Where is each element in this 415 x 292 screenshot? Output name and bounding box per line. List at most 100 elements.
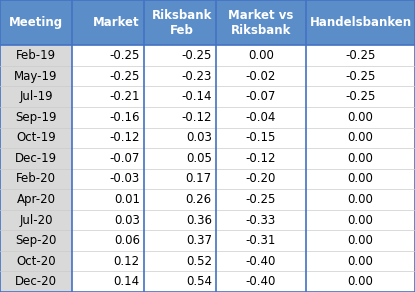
Bar	[216, 66, 306, 86]
Text: -0.07: -0.07	[110, 152, 140, 165]
Bar	[144, 230, 216, 251]
Text: -0.04: -0.04	[246, 111, 276, 124]
Bar	[0, 169, 72, 189]
Bar	[72, 169, 144, 189]
Text: 0.36: 0.36	[186, 213, 212, 227]
Bar	[72, 128, 144, 148]
Bar	[216, 107, 306, 128]
Text: 0.00: 0.00	[348, 275, 374, 288]
Text: 0.00: 0.00	[348, 111, 374, 124]
Bar	[306, 251, 415, 272]
Bar	[144, 189, 216, 210]
Text: 0.06: 0.06	[114, 234, 140, 247]
Bar	[144, 66, 216, 86]
Text: -0.25: -0.25	[345, 49, 376, 62]
Bar	[306, 148, 415, 169]
Bar	[306, 230, 415, 251]
Bar	[144, 251, 216, 272]
Text: 0.00: 0.00	[348, 213, 374, 227]
Text: Feb-19: Feb-19	[16, 49, 56, 62]
Bar	[216, 230, 306, 251]
Text: -0.31: -0.31	[246, 234, 276, 247]
Text: -0.16: -0.16	[109, 111, 140, 124]
Text: Meeting: Meeting	[9, 16, 63, 29]
Text: Handelsbanken: Handelsbanken	[310, 16, 412, 29]
Bar	[144, 0, 216, 45]
Text: Riksbank
Feb: Riksbank Feb	[151, 9, 212, 36]
Bar	[216, 128, 306, 148]
Bar	[0, 107, 72, 128]
Text: 0.12: 0.12	[114, 255, 140, 268]
Text: 0.37: 0.37	[186, 234, 212, 247]
Bar	[72, 45, 144, 66]
Bar	[306, 272, 415, 292]
Text: 0.00: 0.00	[348, 234, 374, 247]
Bar	[0, 0, 72, 45]
Text: Market vs
Riksbank: Market vs Riksbank	[228, 9, 294, 36]
Bar	[216, 45, 306, 66]
Bar	[216, 189, 306, 210]
Text: 0.03: 0.03	[114, 213, 140, 227]
Text: -0.25: -0.25	[110, 49, 140, 62]
Bar	[306, 66, 415, 86]
Bar	[72, 0, 144, 45]
Text: 0.17: 0.17	[186, 172, 212, 185]
Bar	[306, 86, 415, 107]
Bar	[72, 251, 144, 272]
Bar	[306, 45, 415, 66]
Text: -0.12: -0.12	[181, 111, 212, 124]
Bar	[0, 189, 72, 210]
Text: -0.21: -0.21	[109, 90, 140, 103]
Text: -0.33: -0.33	[246, 213, 276, 227]
Text: -0.02: -0.02	[246, 69, 276, 83]
Text: 0.03: 0.03	[186, 131, 212, 144]
Bar	[0, 45, 72, 66]
Text: -0.25: -0.25	[110, 69, 140, 83]
Bar	[144, 107, 216, 128]
Text: 0.00: 0.00	[348, 172, 374, 185]
Bar	[0, 86, 72, 107]
Text: 0.05: 0.05	[186, 152, 212, 165]
Bar	[306, 107, 415, 128]
Bar	[72, 148, 144, 169]
Text: Jul-20: Jul-20	[19, 213, 53, 227]
Bar	[306, 189, 415, 210]
Bar	[72, 230, 144, 251]
Text: Dec-20: Dec-20	[15, 275, 57, 288]
Bar	[0, 251, 72, 272]
Text: 0.26: 0.26	[186, 193, 212, 206]
Text: 0.01: 0.01	[114, 193, 140, 206]
Text: -0.40: -0.40	[246, 255, 276, 268]
Bar	[306, 128, 415, 148]
Bar	[216, 169, 306, 189]
Text: -0.25: -0.25	[181, 49, 212, 62]
Bar	[0, 272, 72, 292]
Bar	[72, 107, 144, 128]
Bar	[144, 210, 216, 230]
Text: -0.07: -0.07	[246, 90, 276, 103]
Text: -0.12: -0.12	[109, 131, 140, 144]
Bar	[144, 169, 216, 189]
Text: 0.00: 0.00	[348, 152, 374, 165]
Bar	[144, 128, 216, 148]
Text: 0.52: 0.52	[186, 255, 212, 268]
Text: -0.20: -0.20	[246, 172, 276, 185]
Text: 0.14: 0.14	[114, 275, 140, 288]
Bar	[216, 210, 306, 230]
Bar	[144, 45, 216, 66]
Text: Sep-20: Sep-20	[15, 234, 57, 247]
Bar	[216, 251, 306, 272]
Text: -0.14: -0.14	[181, 90, 212, 103]
Bar	[0, 148, 72, 169]
Text: 0.00: 0.00	[348, 131, 374, 144]
Text: Feb-20: Feb-20	[16, 172, 56, 185]
Text: Dec-19: Dec-19	[15, 152, 57, 165]
Bar	[72, 66, 144, 86]
Text: -0.25: -0.25	[345, 69, 376, 83]
Text: -0.23: -0.23	[181, 69, 212, 83]
Text: 0.00: 0.00	[348, 255, 374, 268]
Text: Sep-19: Sep-19	[15, 111, 57, 124]
Text: -0.25: -0.25	[345, 90, 376, 103]
Bar	[144, 272, 216, 292]
Bar	[306, 210, 415, 230]
